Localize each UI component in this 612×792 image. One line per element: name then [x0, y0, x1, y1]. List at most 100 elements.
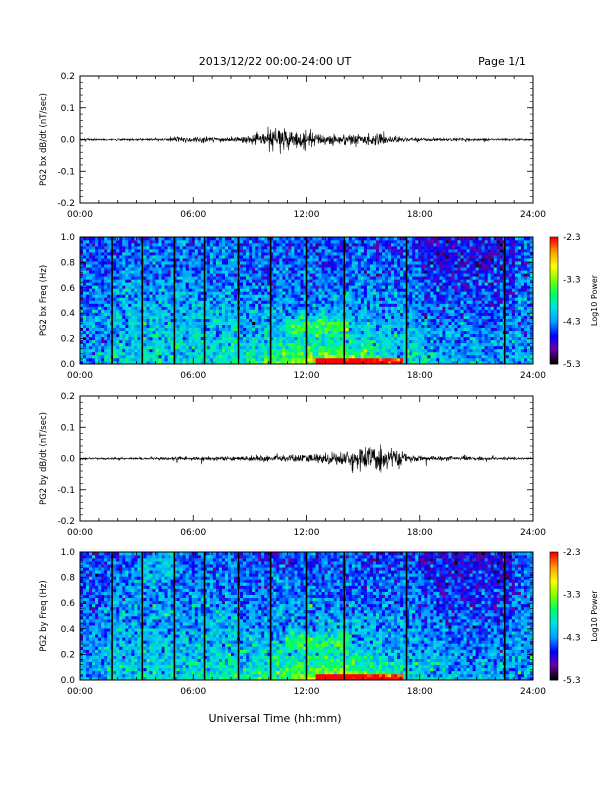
spectrogram-cell	[95, 318, 99, 322]
spectrogram-cell	[339, 360, 344, 365]
spectrogram-cell	[273, 324, 277, 329]
spectrogram-cell	[333, 318, 337, 322]
spectrogram-cell	[173, 246, 177, 250]
spectrogram-cell	[231, 255, 235, 259]
spectrogram-cell	[185, 255, 190, 259]
spectrogram-cell	[276, 327, 280, 332]
spectrogram-cell	[270, 312, 274, 316]
spectrogram-cell	[424, 264, 428, 268]
spectrogram-cell	[152, 330, 156, 335]
spectrogram-cell	[240, 303, 244, 307]
spectrogram-cell	[366, 279, 371, 283]
spectrogram-cell	[80, 312, 84, 316]
spectrogram-cell	[309, 288, 313, 292]
spectrogram-cell	[240, 351, 244, 356]
spectrogram-cell	[224, 291, 229, 295]
spectrogram-cell	[394, 339, 398, 344]
spectrogram-cell	[345, 309, 350, 313]
spectrogram-cell	[185, 279, 190, 283]
spectrogram-cell	[363, 306, 368, 310]
spectrogram-cell	[409, 291, 413, 295]
spectrogram-cell	[137, 354, 141, 359]
spectrogram-cell	[282, 342, 286, 347]
spectrogram-cell	[218, 345, 223, 350]
spectrogram-cell	[385, 240, 389, 244]
spectrogram-cell	[221, 339, 226, 344]
spectrogram-cell	[324, 300, 328, 304]
spectrogram-cell	[327, 255, 331, 259]
spectrogram-cell	[258, 300, 262, 304]
spectrogram-cell	[215, 243, 220, 247]
spectrogram-cell	[345, 288, 350, 292]
spectrogram-cell	[382, 246, 386, 250]
spectrogram-cell	[321, 309, 325, 313]
spectrogram-cell	[188, 252, 193, 256]
spectrogram-cell	[427, 264, 431, 268]
spectrogram-cell	[101, 354, 105, 359]
spectrogram-cell	[212, 360, 217, 365]
spectrogram-cell	[363, 255, 368, 259]
spectrogram-cell	[167, 276, 171, 280]
spectrogram-cell	[98, 252, 102, 256]
spectrogram-cell	[385, 267, 389, 271]
spectrogram-cell	[366, 303, 371, 307]
spectrogram-cell	[421, 276, 425, 280]
spectrogram-cell	[385, 285, 389, 289]
spectrogram-cell	[309, 306, 313, 310]
spectrogram-cell	[152, 348, 156, 353]
spectrogram-cell	[351, 312, 356, 316]
spectrogram-cell	[385, 351, 389, 356]
spectrogram-cell	[351, 285, 356, 289]
spectrogram-cell	[137, 267, 141, 271]
spectrogram-cell	[224, 339, 229, 344]
spectrogram-cell	[258, 255, 262, 259]
spectrogram-cell	[369, 327, 374, 332]
spectrogram-cell	[369, 312, 374, 316]
spectrogram-cell	[98, 261, 102, 265]
spectrogram-cell	[412, 255, 416, 259]
spectrogram-cell	[227, 354, 232, 359]
spectrogram-cell	[339, 348, 344, 353]
spectrogram-cell	[270, 360, 274, 365]
spectrogram-cell	[412, 291, 416, 295]
spectrogram-cell	[98, 291, 102, 295]
spectrogram-cell	[131, 261, 135, 265]
spectrogram-cell	[312, 252, 316, 256]
spectrogram-cell	[179, 255, 183, 259]
spectrogram-cell	[188, 279, 193, 283]
spectrogram-cell	[167, 321, 171, 325]
spectrogram-cell	[264, 354, 268, 359]
spectrogram-cell	[333, 333, 337, 338]
spectrogram-cell	[267, 306, 271, 310]
spectrogram-cell	[122, 333, 126, 338]
spectrogram-cell	[394, 267, 398, 271]
spectrogram-cell	[200, 279, 205, 283]
spectrogram-cell	[427, 288, 431, 292]
spectrogram-cell	[339, 315, 344, 319]
spectrogram-cell	[125, 324, 129, 329]
spectrogram-cell	[221, 300, 226, 304]
spectrogram-cell	[182, 345, 186, 350]
spectrogram-cell	[188, 354, 193, 359]
spectrogram-cell	[83, 306, 87, 310]
spectrogram-cell	[388, 330, 392, 335]
spectrogram-cell	[203, 306, 208, 310]
spectrogram-cell	[261, 261, 265, 265]
spectrogram-cell	[113, 276, 117, 280]
spectrogram-cell	[406, 351, 410, 356]
spectrogram-cell	[167, 270, 171, 274]
spectrogram-cell	[143, 243, 147, 247]
spectrogram-cell	[291, 360, 295, 365]
spectrogram-cell	[333, 339, 337, 344]
spectrogram-cell	[394, 354, 398, 359]
spectrogram-cell	[276, 285, 280, 289]
spectrogram-cell	[173, 288, 177, 292]
spectrogram-cell	[134, 330, 138, 335]
spectrogram-cell	[424, 288, 428, 292]
spectrogram-cell	[303, 291, 307, 295]
spectrogram-cell	[131, 291, 135, 295]
spectrogram-cell	[318, 324, 322, 329]
spectrogram-cell	[101, 261, 105, 265]
spectrogram-cell	[321, 333, 325, 338]
spectrogram-cell	[418, 291, 422, 295]
